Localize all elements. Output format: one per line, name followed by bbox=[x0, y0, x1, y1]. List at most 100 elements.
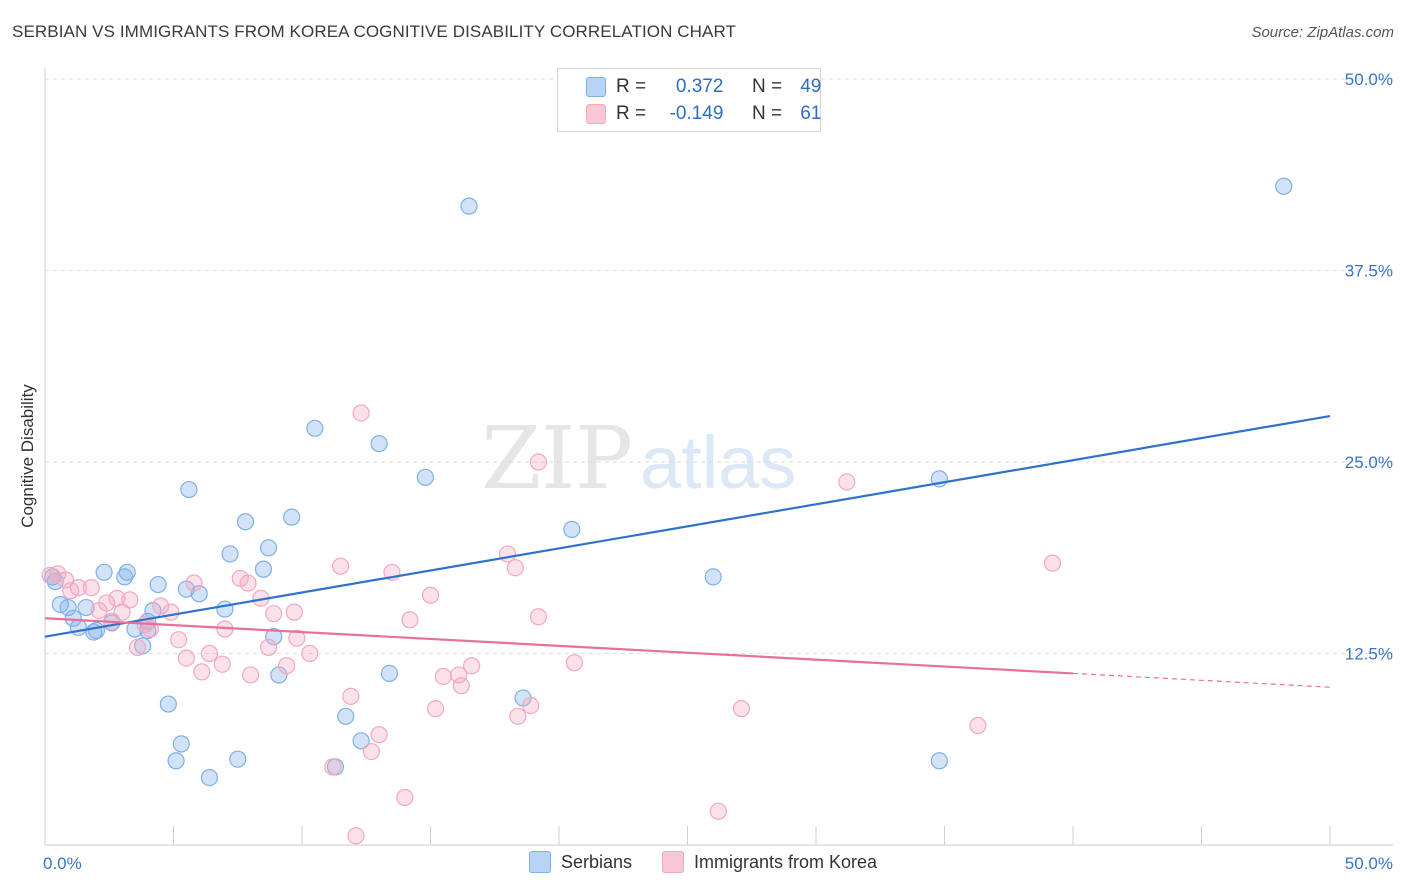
korea-point bbox=[265, 605, 283, 623]
korea-point bbox=[709, 802, 727, 820]
korea-point bbox=[463, 657, 481, 675]
korea-point bbox=[565, 654, 584, 672]
korea-trend-line-extension bbox=[1072, 672, 1331, 688]
serbians-point bbox=[77, 598, 95, 617]
legend-swatch-korea bbox=[661, 851, 684, 873]
x-tick-labels: 0.0% 50.0% bbox=[43, 854, 1393, 873]
korea-point bbox=[177, 649, 195, 667]
serbians-point bbox=[216, 600, 234, 618]
serbians-point bbox=[118, 563, 136, 581]
serbians-point bbox=[1275, 177, 1293, 195]
legend-label-korea: Immigrants from Korea bbox=[693, 851, 878, 872]
korea-point bbox=[342, 687, 360, 705]
serbians-point bbox=[265, 628, 283, 646]
serbians-point bbox=[229, 750, 247, 768]
korea-point bbox=[421, 586, 440, 604]
trend-lines bbox=[44, 414, 1331, 688]
serbians-point bbox=[283, 508, 301, 526]
serbians-point bbox=[87, 621, 106, 640]
y-tick-label: 50.0% bbox=[1345, 70, 1393, 89]
serbians-point bbox=[254, 560, 273, 578]
legend-stats-serbians: R = 0.372 N = 49 bbox=[616, 76, 822, 97]
korea-point bbox=[347, 827, 365, 845]
watermark-zip: ZIP bbox=[481, 409, 633, 509]
serbians-point bbox=[167, 752, 185, 770]
serbians-point bbox=[116, 568, 134, 586]
korea-point bbox=[324, 758, 342, 776]
y-tick-labels: 12.5% 25.0% 37.5% 50.0% bbox=[1345, 70, 1393, 664]
serbians-point bbox=[380, 664, 398, 683]
korea-point bbox=[259, 638, 278, 656]
serbians-point bbox=[930, 752, 948, 770]
x-tick-label: 0.0% bbox=[43, 854, 82, 873]
korea-point bbox=[185, 574, 203, 592]
korea-point bbox=[239, 574, 257, 592]
korea-point bbox=[170, 631, 188, 649]
legend-swatch-serbians bbox=[586, 77, 606, 97]
chart-title: SERBIAN VS IMMIGRANTS FROM KOREA COGNITI… bbox=[12, 22, 737, 41]
legend-label-serbians: Serbians bbox=[560, 851, 632, 872]
korea-point bbox=[401, 611, 419, 629]
korea-point bbox=[56, 571, 75, 589]
serbians-point bbox=[352, 732, 370, 750]
korea-point bbox=[370, 726, 388, 744]
serbians-point bbox=[200, 768, 219, 787]
legend-swatch-serbians bbox=[528, 851, 551, 873]
source-label: Source: ZipAtlas.com bbox=[1251, 24, 1394, 41]
korea-point bbox=[152, 597, 170, 615]
serbians-point bbox=[236, 513, 255, 531]
serbians-point bbox=[190, 585, 208, 603]
korea-point bbox=[200, 644, 219, 663]
serbians-point bbox=[306, 419, 324, 437]
korea-point bbox=[522, 696, 540, 715]
korea-point bbox=[396, 788, 414, 807]
korea-point bbox=[113, 603, 131, 621]
korea-point bbox=[301, 644, 319, 663]
serbians-point bbox=[69, 618, 88, 637]
korea-point bbox=[1043, 554, 1062, 572]
korea-point bbox=[434, 667, 452, 686]
korea-point bbox=[529, 608, 548, 626]
korea-point bbox=[427, 700, 445, 718]
serbians-point bbox=[259, 539, 278, 557]
serbians-point bbox=[704, 568, 722, 586]
serbians-point bbox=[180, 480, 198, 499]
korea-point bbox=[969, 716, 987, 735]
korea-point bbox=[362, 742, 380, 761]
korea-point bbox=[98, 594, 116, 612]
korea-point bbox=[82, 579, 100, 597]
korea-point bbox=[242, 666, 260, 684]
axes bbox=[44, 68, 1393, 846]
serbians-point bbox=[172, 735, 190, 753]
data-points bbox=[41, 177, 1293, 845]
korea-point bbox=[162, 603, 180, 621]
watermark-atlas: atlas bbox=[640, 421, 796, 504]
serbians-point bbox=[221, 545, 239, 563]
korea-point bbox=[452, 677, 470, 695]
korea-point bbox=[285, 603, 303, 621]
serbians-point bbox=[149, 575, 167, 594]
serbians-point bbox=[460, 197, 478, 215]
korea-point bbox=[288, 629, 306, 647]
serbians-point bbox=[563, 520, 581, 539]
y-tick-label: 12.5% bbox=[1345, 645, 1393, 664]
correlation-legend: R = 0.372 N = 49 R = -0.149 N = 61 bbox=[557, 68, 821, 132]
gridlines bbox=[45, 78, 1393, 654]
serbians-trend-line bbox=[44, 414, 1331, 638]
serbians-point bbox=[95, 563, 113, 581]
y-tick-label: 25.0% bbox=[1345, 453, 1393, 472]
korea-point bbox=[529, 453, 548, 471]
korea-point bbox=[69, 579, 88, 597]
korea-point bbox=[732, 700, 751, 718]
korea-point bbox=[450, 666, 468, 684]
korea-point bbox=[277, 657, 296, 675]
serbians-point bbox=[370, 435, 388, 453]
korea-point bbox=[509, 707, 527, 725]
serbians-point bbox=[59, 598, 77, 617]
serbians-point bbox=[159, 695, 177, 713]
korea-trend-line bbox=[44, 617, 1074, 675]
korea-point bbox=[121, 591, 139, 609]
korea-point bbox=[506, 559, 524, 577]
y-tick-label: 37.5% bbox=[1345, 262, 1393, 281]
